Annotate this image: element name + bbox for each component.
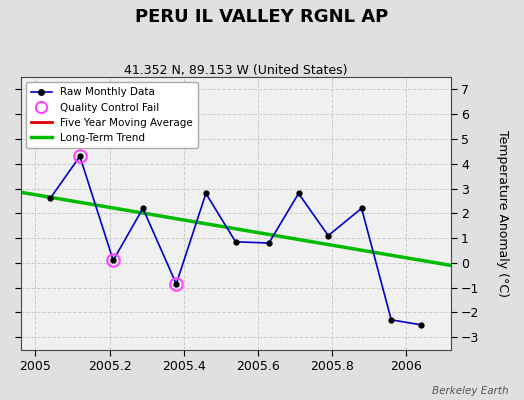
Y-axis label: Temperature Anomaly (°C): Temperature Anomaly (°C) <box>496 130 509 297</box>
Text: PERU IL VALLEY RGNL AP: PERU IL VALLEY RGNL AP <box>135 8 389 26</box>
Legend: Raw Monthly Data, Quality Control Fail, Five Year Moving Average, Long-Term Tren: Raw Monthly Data, Quality Control Fail, … <box>26 82 198 148</box>
Title: 41.352 N, 89.153 W (United States): 41.352 N, 89.153 W (United States) <box>124 64 347 77</box>
Text: Berkeley Earth: Berkeley Earth <box>432 386 508 396</box>
